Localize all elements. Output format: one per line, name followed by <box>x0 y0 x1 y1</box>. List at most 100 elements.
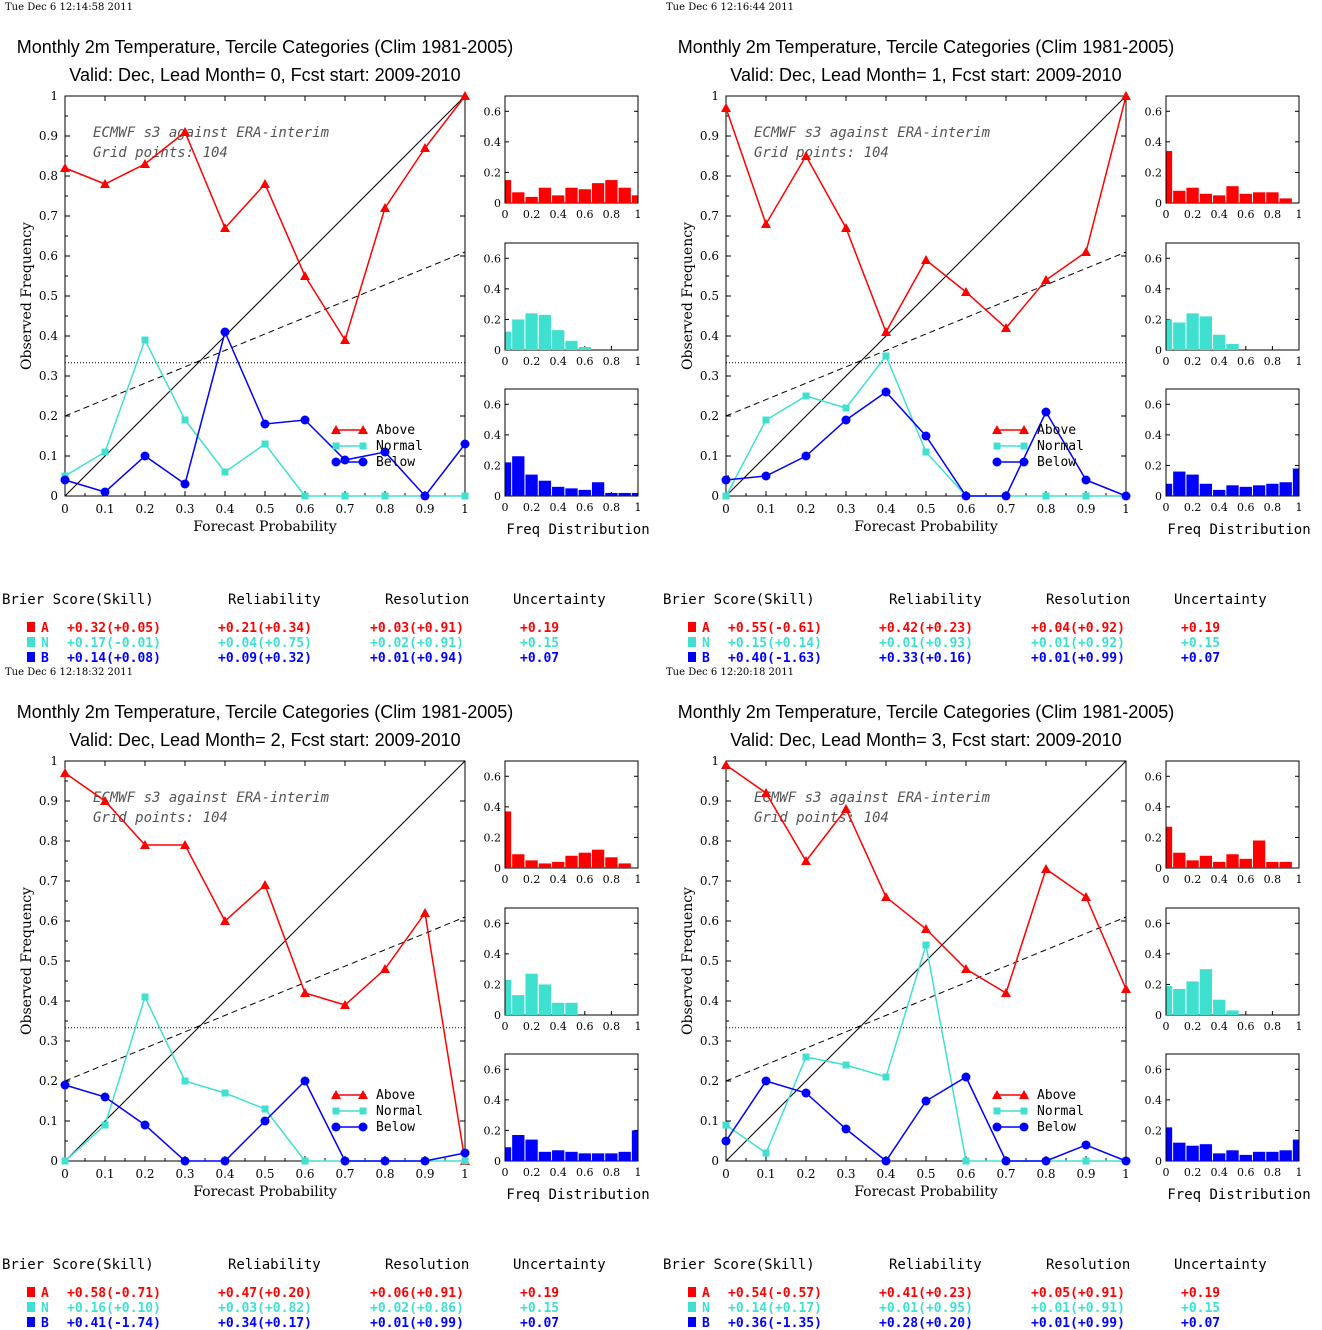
data-point-normal <box>141 993 149 1001</box>
data-point-above <box>881 892 891 901</box>
y-tick-label: 0.5 <box>700 289 719 303</box>
y-tick-label: 0.2 <box>700 409 719 423</box>
hist-bar <box>1186 313 1199 350</box>
hist-bar <box>565 488 578 496</box>
hist-bar <box>512 456 525 496</box>
legend-marker <box>358 425 368 434</box>
legend-label: Normal <box>1037 1104 1084 1119</box>
data-point-below <box>260 419 270 429</box>
hist-bar <box>578 189 591 203</box>
score-value: +0.32(+0.05) <box>67 621 161 636</box>
panel-1: Tue Dec 6 12:14:58 2011 Monthly 2m Temper… <box>2 2 650 666</box>
hist-frame <box>1165 760 1300 869</box>
timestamp: Tue Dec 6 12:20:18 2011 <box>666 667 794 678</box>
hist-x-tick-label: 0.4 <box>1210 501 1228 514</box>
category-letter: A <box>702 621 710 636</box>
x-axis-label: Forecast Probability <box>854 1184 998 1200</box>
score-value: +0.01(+0.92) <box>1031 636 1125 651</box>
y-tick-label: 0.4 <box>39 994 58 1008</box>
hist-x-tick-label: 0.2 <box>1184 208 1202 221</box>
score-value: +0.15(+0.14) <box>728 636 822 651</box>
hist-bar <box>1199 969 1213 1015</box>
score-value: +0.01(+0.95) <box>879 1301 973 1316</box>
hist-bar <box>1166 985 1173 1015</box>
score-value: +0.33(+0.16) <box>879 651 973 666</box>
data-point-normal <box>762 416 770 424</box>
data-point-below <box>801 1088 811 1098</box>
no-skill-line <box>64 916 466 1082</box>
x-tick-label: 0.8 <box>1036 1167 1055 1181</box>
hist-bar <box>1213 861 1226 868</box>
hist-x-tick-label: 0.4 <box>1210 208 1228 221</box>
score-value: +0.19 <box>1181 621 1220 636</box>
legend-label: Below <box>376 455 415 470</box>
data-point-below <box>841 1124 851 1134</box>
category-letter: A <box>41 621 49 636</box>
perfect-reliability-line <box>64 760 466 1162</box>
y-tick-label: 0.9 <box>700 129 719 143</box>
hist-x-tick-label: 0.4 <box>549 1020 567 1033</box>
hist-x-tick-label: 0 <box>502 1166 509 1179</box>
data-point-below <box>1081 475 1091 485</box>
y-tick-label: 0 <box>711 489 719 503</box>
data-point-above <box>180 127 190 136</box>
data-point-above <box>801 151 811 160</box>
hist-frame <box>504 1053 639 1162</box>
data-point-normal <box>301 1157 309 1165</box>
hist-bar <box>591 849 605 868</box>
y-tick-label: 0.5 <box>700 954 719 968</box>
data-point-below <box>1121 491 1131 501</box>
data-point-above <box>1121 91 1131 100</box>
data-point-below <box>921 1096 931 1106</box>
legend-marker <box>332 1107 340 1115</box>
hist-x-tick-label: 0.2 <box>1184 1020 1202 1033</box>
y-axis-label: Observed Frequency <box>680 222 696 370</box>
score-value: +0.07 <box>1181 1316 1220 1330</box>
hist-bar <box>538 314 552 350</box>
hist-bar <box>1213 1153 1226 1161</box>
hist-y-tick-label: 0.2 <box>1145 1124 1163 1137</box>
hist-bar <box>1266 1151 1279 1161</box>
data-point-normal <box>181 416 189 424</box>
data-point-above <box>881 327 891 336</box>
legend-marker <box>359 1107 367 1115</box>
hist-x-tick-label: 0.8 <box>603 1166 621 1179</box>
score-value: +0.02(+0.91) <box>370 636 464 651</box>
chart-subtitle: Valid: Dec, Lead Month= 2, Fcst start: 2… <box>69 730 460 750</box>
hist-x-tick-label: 0 <box>1163 501 1170 514</box>
legend-marker <box>992 457 1002 467</box>
hist-y-tick-label: 0.4 <box>484 429 502 442</box>
data-point-above <box>801 856 811 865</box>
data-point-normal <box>882 1073 890 1081</box>
data-point-above <box>1001 988 1011 997</box>
hist-y-tick-label: 0 <box>494 197 501 210</box>
y-tick-label: 0.5 <box>39 289 58 303</box>
timestamp: Tue Dec 6 12:14:58 2011 <box>5 2 133 13</box>
hist-bar <box>1199 1144 1213 1161</box>
hist-frame <box>1165 388 1300 497</box>
hist-y-tick-label: 0.4 <box>1145 948 1163 961</box>
score-header: Brier Score(Skill) <box>2 592 154 608</box>
annotation-dataset: ECMWF s3 against ERA-interim <box>754 790 991 806</box>
data-point-above <box>1081 892 1091 901</box>
score-value: +0.07 <box>1181 651 1220 666</box>
score-value: +0.15 <box>520 636 559 651</box>
data-point-above <box>340 335 350 344</box>
score-value: +0.09(+0.32) <box>218 651 312 666</box>
data-point-normal <box>762 1149 770 1157</box>
x-tick-label: 0.5 <box>916 1167 935 1181</box>
data-point-below <box>881 387 891 397</box>
hist-y-tick-label: 0 <box>1155 1155 1162 1168</box>
data-point-normal <box>802 392 810 400</box>
hist-bar <box>591 482 605 496</box>
score-header: Reliability <box>889 592 982 608</box>
hist-bar <box>591 1153 605 1161</box>
hist-y-tick-label: 0 <box>1155 197 1162 210</box>
hist-bar <box>505 462 512 496</box>
category-swatch <box>27 637 35 647</box>
data-point-normal <box>962 1157 970 1165</box>
x-tick-label: 0.2 <box>135 1167 154 1181</box>
